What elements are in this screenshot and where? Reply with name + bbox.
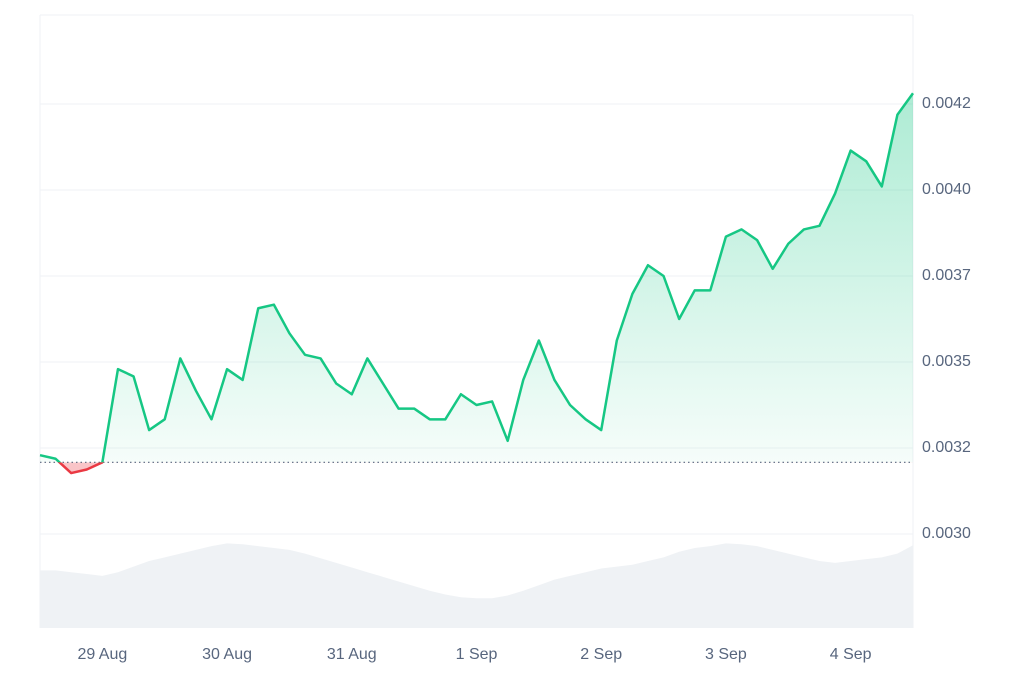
x-tick-label: 30 Aug	[202, 646, 252, 663]
y-tick-label: 0.0035	[922, 353, 971, 370]
price-line-up	[39, 92, 915, 463]
x-tick-label: 2 Sep	[580, 646, 622, 663]
y-tick-label: 0.0030	[922, 525, 971, 542]
area-up	[40, 93, 913, 463]
x-tick-label: 31 Aug	[327, 646, 377, 663]
x-tick-label: 4 Sep	[830, 646, 872, 663]
y-tick-label: 0.0042	[922, 95, 971, 112]
y-tick-label: 0.0037	[922, 267, 971, 284]
plot: 0.0030 0.0032 0.0035 0.0037 0.0040 0.0042 29 A…	[39, 92, 971, 663]
y-tick-label: 0.0032	[922, 439, 971, 456]
area-down	[59, 462, 103, 474]
x-tick-label: 3 Sep	[705, 646, 747, 663]
volume-area	[40, 543, 913, 628]
x-tick-label: 1 Sep	[456, 646, 498, 663]
y-tick-label: 0.0040	[922, 181, 971, 198]
x-tick-label: 29 Aug	[77, 646, 127, 663]
